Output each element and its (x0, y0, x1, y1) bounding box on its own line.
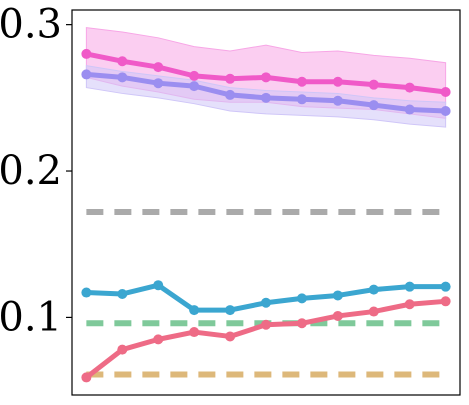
data-point-s2-p7 (332, 290, 343, 301)
data-point-s0-p2 (153, 62, 164, 73)
data-point-s0-p6 (296, 76, 307, 87)
data-point-s1-p0 (81, 69, 92, 80)
y-tick-label-1: 0.2 (0, 148, 62, 194)
data-point-s3-p9 (404, 299, 415, 310)
series-line-3 (83, 298, 449, 380)
data-point-s0-p7 (332, 76, 343, 87)
data-point-s0-p10 (440, 86, 451, 97)
data-point-s2-p4 (225, 305, 236, 316)
y-axis: 0.1 0.2 0.3 (0, 2, 72, 340)
data-point-s1-p4 (225, 89, 236, 100)
data-point-s3-p5 (261, 319, 271, 330)
data-point-s3-p10 (440, 296, 451, 307)
data-point-s1-p9 (404, 104, 415, 115)
data-point-s0-p3 (189, 70, 200, 81)
data-point-s0-p0 (81, 48, 92, 59)
data-point-s3-p3 (189, 327, 200, 338)
data-point-s2-p8 (368, 284, 379, 295)
data-point-s1-p1 (117, 72, 128, 83)
data-point-s3-p8 (368, 306, 379, 317)
data-point-s0-p9 (404, 82, 415, 93)
series-markers (81, 48, 451, 383)
data-point-s3-p6 (296, 318, 307, 329)
data-point-s2-p0 (81, 287, 92, 298)
data-point-s1-p7 (332, 95, 343, 106)
data-point-s0-p4 (225, 73, 236, 84)
data-point-s2-p2 (153, 280, 164, 291)
data-point-s0-p5 (261, 72, 271, 83)
data-point-s2-p10 (440, 281, 451, 292)
data-point-s1-p10 (440, 106, 451, 117)
plot-frame (71, 9, 461, 396)
data-point-s2-p6 (296, 293, 307, 304)
y-tick-label-2: 0.3 (0, 2, 62, 48)
data-point-s3-p4 (225, 331, 236, 342)
data-point-s1-p2 (153, 78, 164, 89)
data-point-s3-p7 (332, 310, 343, 321)
data-point-s3-p0 (81, 372, 92, 383)
data-point-s3-p2 (153, 334, 164, 345)
baseline-lines (86, 209, 446, 378)
data-point-s1-p6 (296, 94, 307, 105)
data-point-s1-p3 (189, 81, 200, 92)
y-tick-label-0: 0.1 (0, 294, 62, 340)
data-point-s1-p5 (261, 92, 271, 103)
data-point-s2-p9 (404, 281, 415, 292)
data-point-s2-p1 (117, 288, 128, 299)
data-point-s3-p1 (117, 344, 128, 355)
data-point-s1-p8 (368, 100, 379, 111)
data-point-s2-p3 (189, 305, 200, 316)
data-point-s0-p1 (117, 56, 128, 67)
data-point-s0-p8 (368, 79, 379, 90)
data-point-s2-p5 (261, 297, 271, 308)
